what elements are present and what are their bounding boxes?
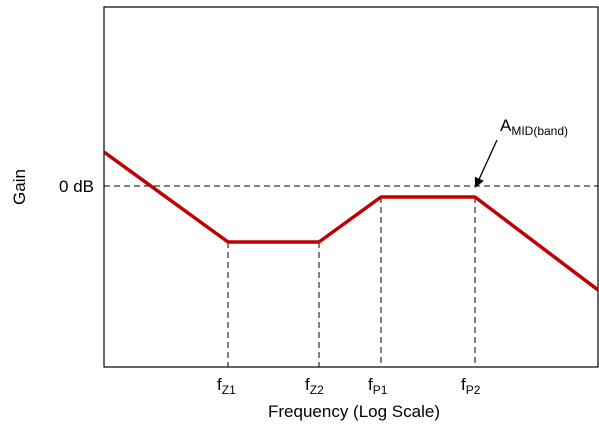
annotation-main: A [500,116,512,135]
freq-label-fp1: fP1 [368,375,388,397]
annotation-sub: MID(band) [511,124,568,138]
freq-label-fz1: fZ1 [217,375,236,397]
freq-label-fz2: fZ2 [305,375,324,397]
x-axis-label: Frequency (Log Scale) [268,402,440,421]
annotation-label: AMID(band) [500,116,568,138]
freq-label-fp2: fP2 [461,375,481,397]
y-axis-label: Gain [10,169,29,205]
zero-db-label: 0 dB [59,177,94,196]
annotation-arrow [474,139,498,188]
plot-frame [103,6,599,368]
gain-response-curve [102,150,599,292]
